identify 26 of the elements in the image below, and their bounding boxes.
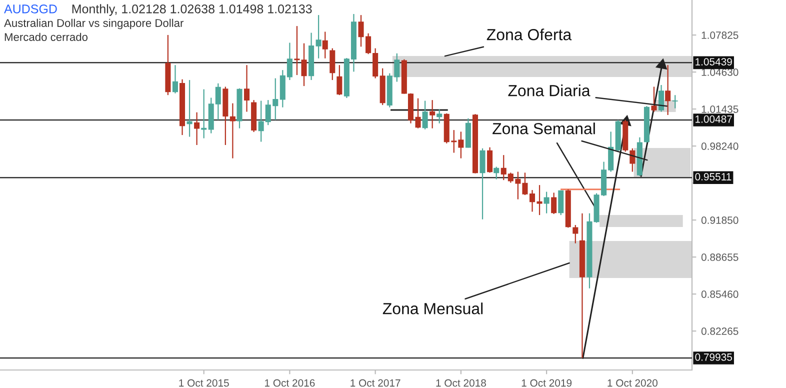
annotation: Mercado cerrado xyxy=(4,32,88,41)
x-tick-label: 1 Oct 2016 xyxy=(265,379,315,387)
annotation: Zona Diaria xyxy=(508,84,590,96)
x-tick-label: 1 Oct 2018 xyxy=(436,379,486,387)
chart-subtitle: Monthly, 1.02128 1.02638 1.01498 1.02133 xyxy=(72,4,312,16)
annotation: Zona Mensual xyxy=(382,302,483,314)
chart-title: AUDSGD xyxy=(4,4,57,14)
y-tick-label: 0.82265 xyxy=(701,328,738,335)
y-tick-label: 0.98240 xyxy=(701,142,738,150)
ref-line-label: 0.79935 xyxy=(695,353,732,361)
y-tick-label: 1.07825 xyxy=(702,32,738,39)
x-tick-label: 1 Oct 2017 xyxy=(350,379,400,387)
x-tick-label: 1 Oct 2020 xyxy=(608,379,658,387)
y-tick-label: 1.01435 xyxy=(702,106,738,113)
x-tick-label: 1 Oct 2019 xyxy=(522,379,572,387)
ref-line-label: 1.05439 xyxy=(696,58,732,66)
annotation: Zona Semanal xyxy=(492,122,595,134)
annotation: Zona Oferta xyxy=(486,28,572,40)
ref-line-label: 0.95511 xyxy=(695,173,732,180)
y-tick-label: 0.88655 xyxy=(701,254,738,261)
annotation: Australian Dollar vs singapore Dollar xyxy=(4,18,184,30)
x-tick-label: 1 Oct 2015 xyxy=(179,379,229,387)
y-tick-label: 0.85460 xyxy=(701,290,738,298)
ref-line-label: 1.00487 xyxy=(696,115,732,123)
y-tick-label: 1.04630 xyxy=(702,68,738,76)
y-tick-label: 0.91850 xyxy=(701,216,738,224)
